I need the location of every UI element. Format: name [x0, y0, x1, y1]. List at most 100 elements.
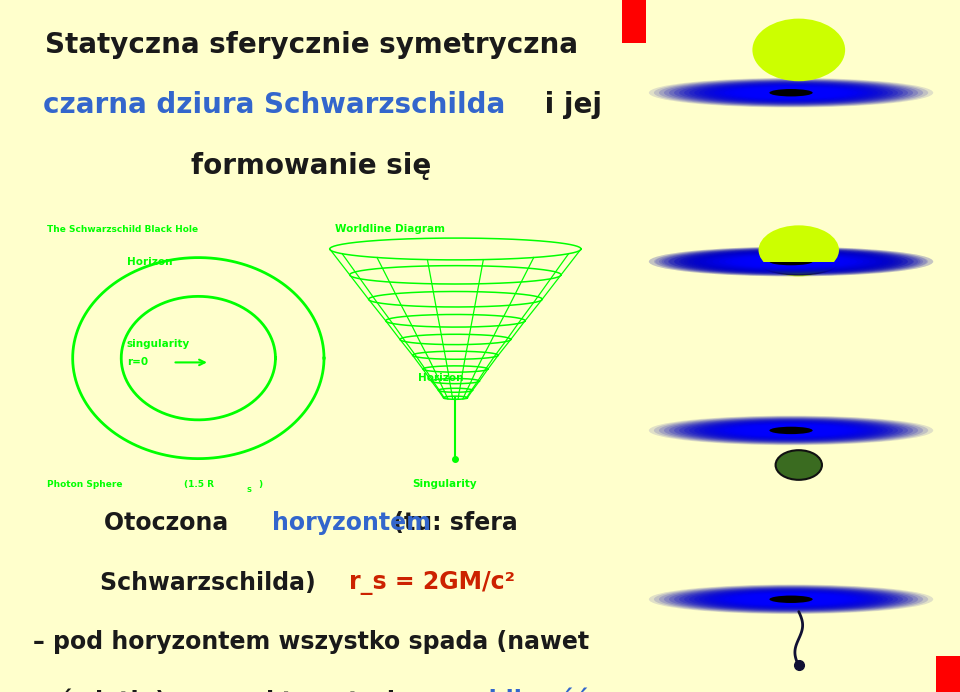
Text: The Schwarzschild Black Hole: The Schwarzschild Black Hole [47, 225, 198, 234]
Ellipse shape [674, 587, 908, 612]
Ellipse shape [725, 255, 857, 268]
Text: Statyczna sferycznie symetryczna: Statyczna sferycznie symetryczna [44, 31, 578, 59]
Ellipse shape [699, 421, 883, 440]
Ellipse shape [769, 596, 813, 603]
Ellipse shape [694, 420, 888, 441]
Text: (1.5 R: (1.5 R [184, 480, 214, 489]
Ellipse shape [750, 426, 832, 435]
Ellipse shape [654, 416, 928, 445]
Text: singularity: singularity [127, 338, 190, 349]
Ellipse shape [744, 257, 838, 266]
Ellipse shape [770, 428, 812, 432]
Ellipse shape [765, 428, 817, 433]
Ellipse shape [734, 424, 848, 437]
Ellipse shape [649, 585, 933, 614]
Ellipse shape [734, 593, 848, 606]
Ellipse shape [679, 588, 903, 611]
Ellipse shape [714, 253, 868, 270]
Ellipse shape [689, 251, 893, 272]
Text: horyzontem: horyzontem [272, 511, 431, 535]
Ellipse shape [725, 86, 857, 100]
Ellipse shape [699, 252, 883, 271]
Ellipse shape [719, 85, 863, 100]
Ellipse shape [700, 252, 882, 271]
Ellipse shape [714, 422, 868, 439]
Ellipse shape [769, 258, 813, 265]
Ellipse shape [659, 417, 924, 444]
Ellipse shape [765, 259, 817, 264]
Ellipse shape [739, 425, 843, 436]
Ellipse shape [659, 79, 924, 107]
Ellipse shape [757, 258, 825, 265]
Ellipse shape [750, 595, 832, 603]
Ellipse shape [705, 590, 877, 608]
Ellipse shape [679, 419, 903, 442]
Ellipse shape [649, 247, 933, 276]
Ellipse shape [707, 253, 876, 271]
Ellipse shape [734, 86, 848, 99]
Ellipse shape [759, 596, 823, 603]
Ellipse shape [659, 585, 924, 613]
Ellipse shape [730, 593, 852, 606]
Ellipse shape [664, 80, 918, 106]
Ellipse shape [674, 249, 908, 274]
Ellipse shape [659, 248, 924, 275]
Ellipse shape [649, 247, 933, 276]
Ellipse shape [656, 248, 926, 275]
Ellipse shape [769, 427, 813, 434]
Ellipse shape [725, 424, 857, 437]
Ellipse shape [684, 251, 898, 273]
Text: Horizon: Horizon [419, 373, 464, 383]
Ellipse shape [719, 423, 863, 438]
Ellipse shape [725, 255, 857, 268]
Ellipse shape [674, 80, 908, 105]
Ellipse shape [753, 19, 845, 81]
Ellipse shape [661, 248, 921, 275]
Text: Worldline Diagram: Worldline Diagram [335, 224, 445, 234]
Text: Schwarzschilda): Schwarzschilda) [100, 571, 522, 595]
Ellipse shape [769, 89, 813, 96]
Ellipse shape [734, 255, 848, 268]
Ellipse shape [684, 419, 898, 441]
Ellipse shape [755, 427, 828, 434]
Ellipse shape [705, 84, 877, 102]
Ellipse shape [674, 418, 908, 443]
Ellipse shape [709, 422, 873, 439]
Ellipse shape [765, 90, 817, 95]
Ellipse shape [770, 91, 812, 95]
Ellipse shape [689, 589, 893, 610]
Ellipse shape [745, 88, 837, 98]
Ellipse shape [714, 84, 868, 101]
Ellipse shape [739, 594, 843, 605]
Ellipse shape [759, 427, 823, 434]
Ellipse shape [694, 589, 888, 610]
Ellipse shape [719, 254, 863, 269]
Ellipse shape [664, 586, 918, 612]
Ellipse shape [758, 227, 839, 276]
Ellipse shape [681, 250, 901, 273]
Ellipse shape [679, 250, 903, 273]
Ellipse shape [689, 420, 893, 441]
Ellipse shape [674, 249, 908, 274]
Ellipse shape [759, 258, 823, 265]
Ellipse shape [699, 83, 883, 102]
Ellipse shape [755, 258, 828, 265]
Ellipse shape [689, 82, 893, 103]
Ellipse shape [699, 590, 883, 609]
Ellipse shape [750, 257, 832, 266]
Ellipse shape [730, 255, 852, 268]
Ellipse shape [725, 592, 857, 606]
Text: światło) na punkt centralny –: światło) na punkt centralny – [60, 689, 563, 692]
Ellipse shape [719, 592, 863, 607]
Ellipse shape [649, 416, 933, 445]
Text: formowanie się: formowanie się [191, 152, 431, 180]
Ellipse shape [738, 256, 844, 267]
Bar [936, 656, 960, 692]
Ellipse shape [669, 418, 913, 443]
Text: osobliwość.: osobliwość. [442, 689, 597, 692]
Ellipse shape [769, 258, 813, 265]
Ellipse shape [745, 594, 837, 604]
Text: Horizon: Horizon [127, 257, 173, 267]
Ellipse shape [669, 80, 913, 105]
Ellipse shape [758, 226, 839, 275]
